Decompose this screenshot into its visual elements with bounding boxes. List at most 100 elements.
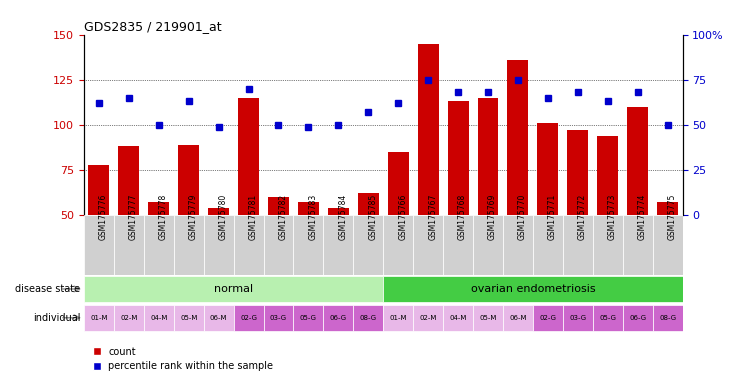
Text: GSM175775: GSM175775: [668, 194, 677, 240]
Text: 04-M: 04-M: [450, 315, 466, 321]
Text: GSM175769: GSM175769: [488, 194, 497, 240]
Bar: [204, 215, 234, 275]
Text: 02-M: 02-M: [120, 315, 137, 321]
Bar: [443, 215, 473, 275]
Bar: [208, 208, 229, 215]
Text: 06-M: 06-M: [510, 315, 526, 321]
Bar: [353, 215, 383, 275]
Text: GSM175774: GSM175774: [638, 194, 647, 240]
Text: 05-M: 05-M: [180, 315, 197, 321]
Bar: [144, 215, 174, 275]
Bar: [144, 305, 174, 331]
Text: GSM175771: GSM175771: [548, 194, 557, 240]
Bar: [627, 107, 648, 215]
Text: GSM175777: GSM175777: [128, 194, 138, 240]
Bar: [418, 44, 439, 215]
Text: 06-M: 06-M: [210, 315, 227, 321]
Bar: [383, 215, 413, 275]
Bar: [473, 305, 503, 331]
Bar: [507, 60, 529, 215]
Bar: [653, 305, 683, 331]
Text: ovarian endometriosis: ovarian endometriosis: [471, 284, 595, 294]
Bar: [174, 215, 204, 275]
Text: 01-M: 01-M: [390, 315, 407, 321]
Bar: [114, 215, 144, 275]
Bar: [178, 145, 199, 215]
Bar: [204, 305, 234, 331]
Bar: [234, 305, 264, 331]
Bar: [597, 136, 618, 215]
Bar: [353, 305, 383, 331]
Text: 03-G: 03-G: [270, 315, 287, 321]
Bar: [268, 197, 289, 215]
Text: 05-M: 05-M: [480, 315, 496, 321]
Bar: [293, 215, 323, 275]
Text: 05-G: 05-G: [300, 315, 317, 321]
Bar: [323, 215, 353, 275]
Text: 08-G: 08-G: [659, 315, 676, 321]
Bar: [653, 215, 683, 275]
Bar: [118, 146, 139, 215]
Bar: [413, 305, 443, 331]
Bar: [84, 276, 383, 302]
Bar: [503, 305, 533, 331]
Bar: [503, 215, 533, 275]
Text: GSM175767: GSM175767: [428, 194, 437, 240]
Text: GSM175768: GSM175768: [458, 194, 467, 240]
Bar: [563, 305, 593, 331]
Bar: [264, 305, 293, 331]
Text: GSM175780: GSM175780: [219, 194, 228, 240]
Bar: [443, 305, 473, 331]
Bar: [293, 305, 323, 331]
Text: GSM175770: GSM175770: [518, 194, 527, 240]
Bar: [593, 305, 623, 331]
Text: disease state: disease state: [15, 284, 80, 294]
Bar: [84, 305, 114, 331]
Text: GSM175781: GSM175781: [248, 194, 258, 240]
Bar: [383, 305, 413, 331]
Bar: [383, 276, 683, 302]
Bar: [657, 202, 678, 215]
Text: GSM175785: GSM175785: [369, 194, 377, 240]
Text: 06-G: 06-G: [629, 315, 646, 321]
Bar: [567, 130, 588, 215]
Bar: [174, 305, 204, 331]
Text: GSM175779: GSM175779: [188, 194, 198, 240]
Bar: [148, 202, 169, 215]
Bar: [563, 215, 593, 275]
Bar: [623, 215, 653, 275]
Bar: [447, 101, 469, 215]
Text: GSM175773: GSM175773: [607, 194, 617, 240]
Bar: [537, 123, 558, 215]
Text: 02-G: 02-G: [539, 315, 556, 321]
Bar: [477, 98, 499, 215]
Text: GSM175766: GSM175766: [399, 194, 407, 240]
Text: 02-M: 02-M: [420, 315, 437, 321]
Text: individual: individual: [33, 313, 80, 323]
Bar: [323, 305, 353, 331]
Bar: [328, 208, 349, 215]
Text: GDS2835 / 219901_at: GDS2835 / 219901_at: [84, 20, 222, 33]
Text: 08-G: 08-G: [360, 315, 377, 321]
Text: 02-G: 02-G: [240, 315, 257, 321]
Text: 06-G: 06-G: [330, 315, 347, 321]
Bar: [623, 305, 653, 331]
Bar: [533, 215, 563, 275]
Bar: [413, 215, 443, 275]
Text: GSM175783: GSM175783: [309, 194, 318, 240]
Text: GSM175782: GSM175782: [279, 194, 288, 240]
Text: GSM175772: GSM175772: [578, 194, 587, 240]
Text: GSM175776: GSM175776: [99, 194, 108, 240]
Bar: [473, 215, 503, 275]
Bar: [84, 215, 114, 275]
Text: GSM175784: GSM175784: [339, 194, 347, 240]
Bar: [264, 215, 293, 275]
Bar: [593, 215, 623, 275]
Legend: count, percentile rank within the sample: count, percentile rank within the sample: [89, 343, 277, 375]
Text: normal: normal: [214, 284, 253, 294]
Bar: [234, 215, 264, 275]
Bar: [88, 164, 110, 215]
Bar: [533, 305, 563, 331]
Bar: [388, 152, 409, 215]
Bar: [358, 194, 379, 215]
